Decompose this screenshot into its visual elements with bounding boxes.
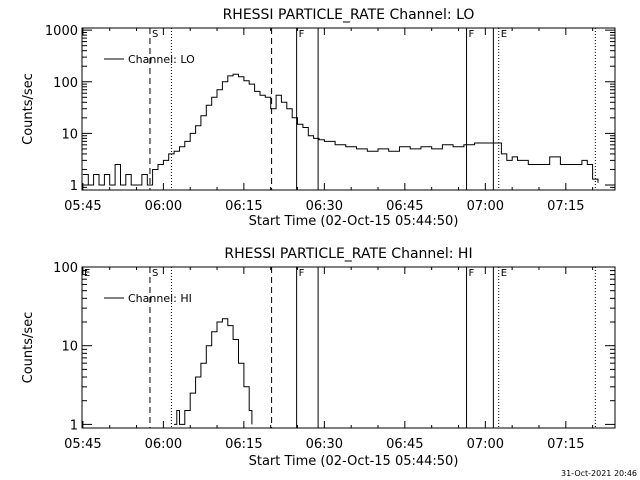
chart-panel-1: RHESSI PARTICLE_RATE Channel: HI Start Ti… — [21, 246, 616, 469]
x-tick-label: 07:00 — [467, 199, 504, 214]
event-marker-label: F — [299, 29, 305, 40]
event-marker-label: S — [152, 29, 158, 40]
x-tick-label: 06:30 — [306, 199, 343, 214]
data-series-line — [82, 73, 599, 186]
event-marker-label: S — [152, 268, 158, 279]
chart-title: RHESSI PARTICLE_RATE Channel: LO — [223, 7, 475, 23]
x-tick-label: 06:00 — [145, 437, 182, 452]
x-tick-label: 06:15 — [225, 437, 262, 452]
x-tick-label: 06:30 — [306, 437, 343, 452]
y-tick-label: 10 — [61, 340, 78, 355]
y-axis-label: Counts/sec — [21, 312, 36, 384]
y-tick-label: 1 — [70, 418, 78, 433]
legend: Channel: HI — [104, 292, 192, 305]
legend-label: Channel: LO — [128, 53, 195, 66]
y-tick-label: 1000 — [45, 24, 78, 39]
data-series-line — [174, 318, 253, 425]
y-tick-label: 100 — [53, 76, 78, 91]
chart-panel-0: RHESSI PARTICLE_RATE Channel: LO Start Ti… — [21, 7, 616, 229]
x-tick-label: 06:00 — [145, 199, 182, 214]
y-tick-label: 10 — [61, 127, 78, 142]
event-marker-label: E — [501, 29, 507, 40]
event-marker-label: F — [469, 29, 475, 40]
x-axis-label: Start Time (02-Oct-15 05:44:50) — [249, 454, 459, 469]
x-axis-label: Start Time (02-Oct-15 05:44:50) — [249, 214, 459, 229]
x-tick-label: 07:00 — [467, 437, 504, 452]
event-marker-label: E — [84, 268, 90, 279]
x-tick-label: 06:45 — [386, 437, 423, 452]
chart-title: RHESSI PARTICLE_RATE Channel: HI — [224, 246, 472, 262]
event-marker-label: F — [469, 268, 475, 279]
x-tick-label: 05:45 — [64, 437, 101, 452]
x-tick-label: 06:15 — [225, 199, 262, 214]
x-tick-label: 07:15 — [547, 437, 584, 452]
plot-frame — [81, 266, 616, 429]
y-tick-label: 100 — [53, 261, 78, 276]
y-axis-label: Counts/sec — [21, 73, 36, 145]
x-tick-label: 07:15 — [547, 199, 584, 214]
x-tick-label: 05:45 — [64, 199, 101, 214]
event-marker-label: F — [299, 268, 305, 279]
x-tick-label: 06:45 — [386, 199, 423, 214]
footer-timestamp: 31-Oct-2021 20:46 — [561, 469, 637, 478]
y-tick-label: 1 — [70, 179, 78, 194]
legend-label: Channel: HI — [128, 292, 192, 305]
event-marker-label: E — [501, 268, 507, 279]
legend: Channel: LO — [104, 53, 195, 66]
